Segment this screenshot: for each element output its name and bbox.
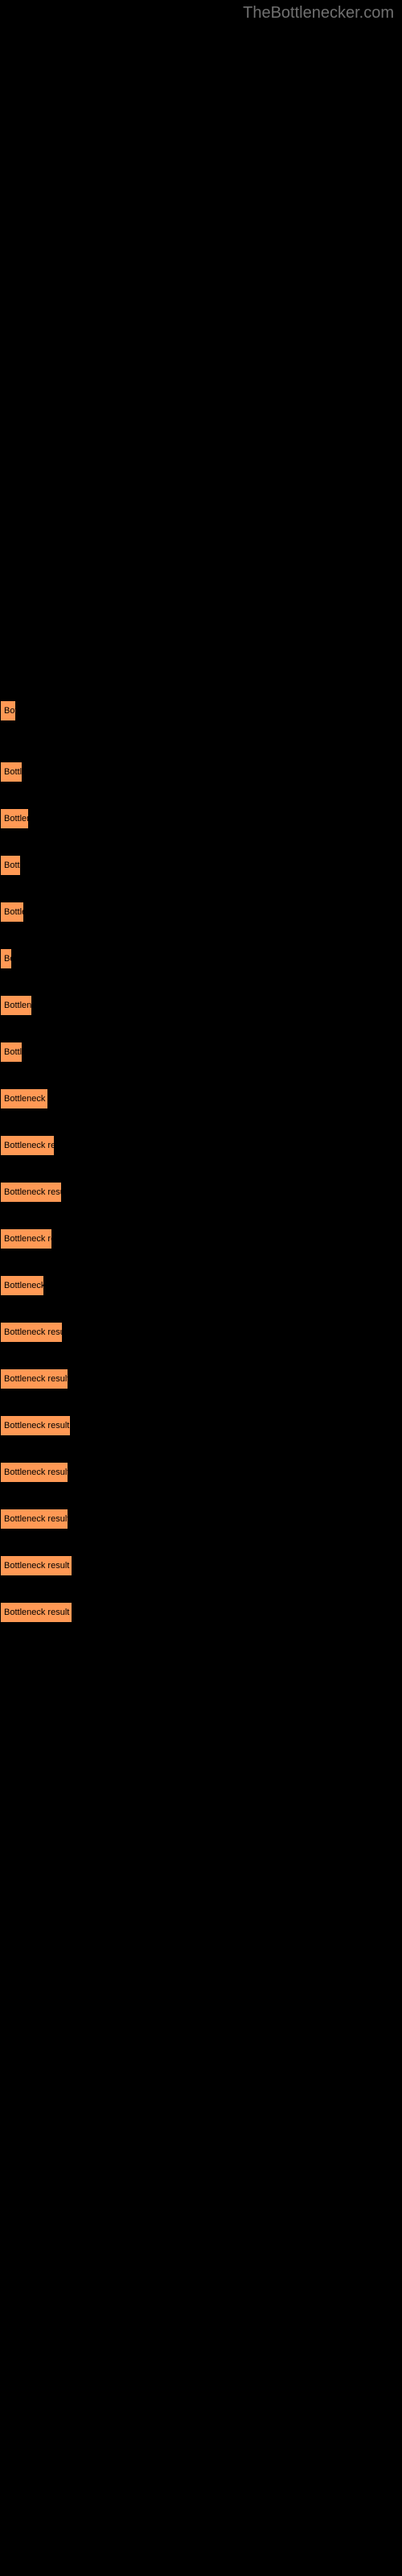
bar-chart: Bot Bottle Bottlene Bottl Bottler Bo Bot…: [0, 0, 402, 1623]
bar: Bottle: [0, 762, 23, 782]
bar-row: Bottler: [0, 902, 402, 923]
bar-row: Bottleneck result: [0, 1602, 402, 1623]
bar: Bottleneck result: [0, 1368, 68, 1389]
bar-row: Bottleneck result: [0, 1415, 402, 1436]
bar: Bottleneck result: [0, 1602, 72, 1623]
bar-row: Bottleneck res: [0, 1135, 402, 1156]
bar: Bo: [0, 948, 12, 969]
bar-row: Bottleneck resu: [0, 1228, 402, 1249]
bar: Bot: [0, 700, 16, 721]
bar: Bottleneck result: [0, 1415, 71, 1436]
bar: Bottleneck result: [0, 1509, 68, 1530]
bar: Bottleneck resu: [0, 1228, 52, 1249]
bar: Bottleneck re: [0, 1088, 48, 1109]
bar: Bottlene: [0, 808, 29, 829]
bar: Bottlenec: [0, 995, 32, 1016]
bar: Bottleneck result: [0, 1322, 63, 1343]
watermark-text: TheBottlenecker.com: [243, 4, 394, 23]
bar-row: Bottleneck result: [0, 1182, 402, 1203]
bar: Bottl: [0, 855, 21, 876]
bar-row: Bottleneck result: [0, 1368, 402, 1389]
bar-row: Bottl: [0, 855, 402, 876]
bar-row: Bottle: [0, 1042, 402, 1063]
bar: Bottleneck r: [0, 1275, 44, 1296]
bar-row: Bottlene: [0, 808, 402, 829]
bar-row: Bottleneck re: [0, 1088, 402, 1109]
bar: Bottleneck result: [0, 1182, 62, 1203]
bar-row: Bottleneck r: [0, 1275, 402, 1296]
bar: Bottleneck result: [0, 1555, 72, 1576]
bar: Bottleneck res: [0, 1135, 55, 1156]
bar: Bottler: [0, 902, 24, 923]
bar: Bottle: [0, 1042, 23, 1063]
bar-row: Bottleneck result: [0, 1555, 402, 1576]
bar-row: Bottleneck result: [0, 1509, 402, 1530]
bar-row: Bottlenec: [0, 995, 402, 1016]
bar-row: Bo: [0, 948, 402, 969]
bar-row: Bottle: [0, 762, 402, 782]
bar: Bottleneck result: [0, 1462, 68, 1483]
bar-row: Bottleneck result: [0, 1462, 402, 1483]
bar-row: Bot: [0, 700, 402, 721]
bar-row: Bottleneck result: [0, 1322, 402, 1343]
